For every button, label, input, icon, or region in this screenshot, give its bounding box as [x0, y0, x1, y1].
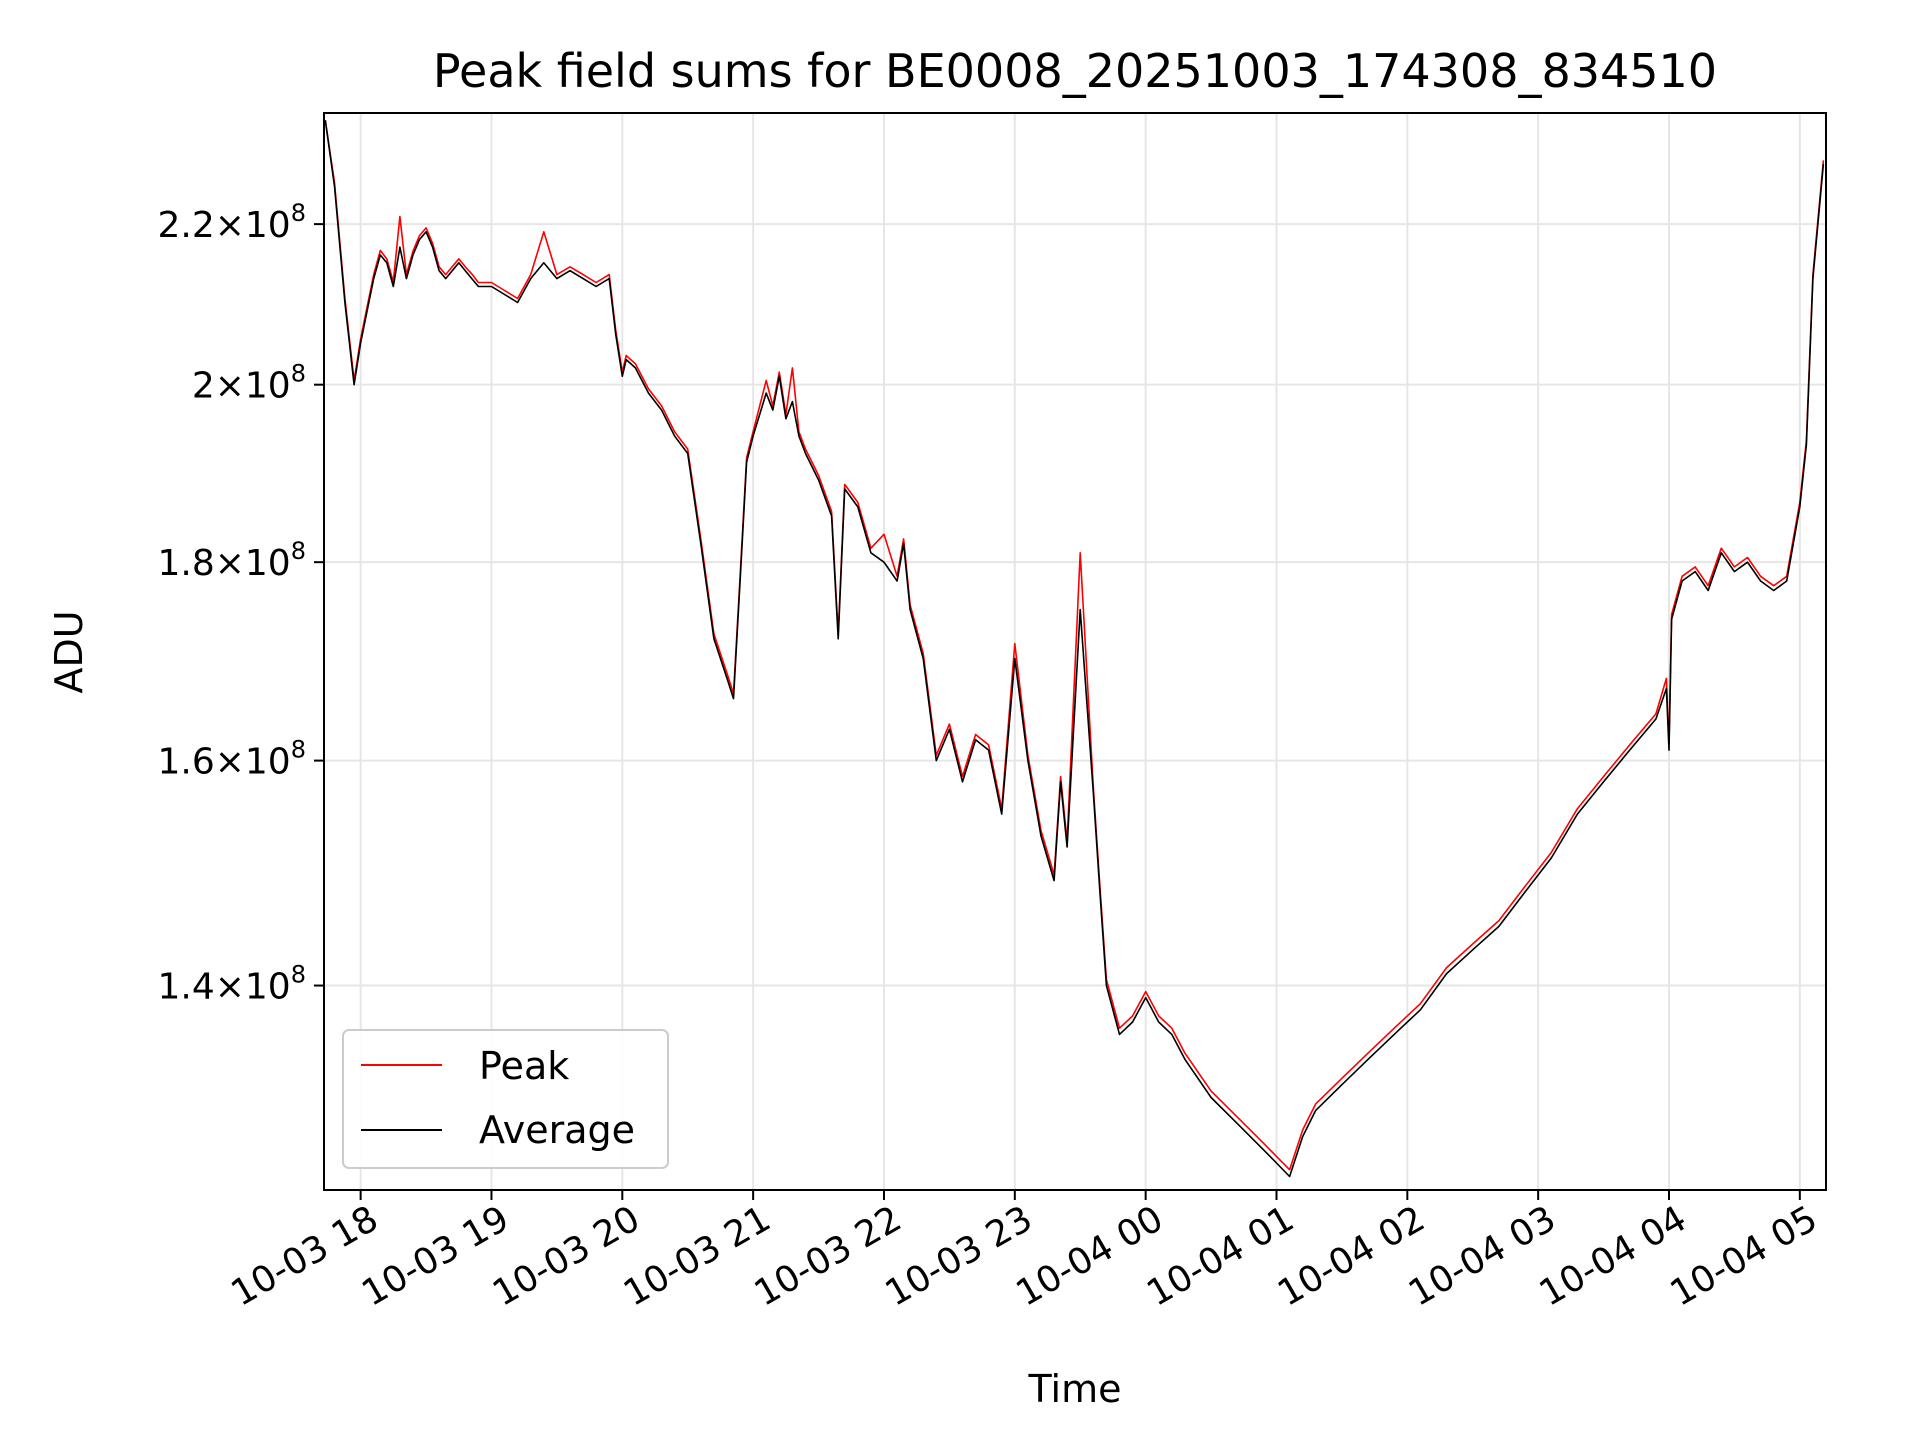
x-tick-label: 10-04 01: [1140, 1198, 1301, 1314]
x-tick-label: 10-04 05: [1664, 1198, 1825, 1314]
x-tick-label: 10-04 03: [1402, 1198, 1563, 1314]
y-axis: 2.2×108 2×108 1.8×108 1.6×108 1.4×108: [157, 199, 324, 1008]
legend-average-label: Average: [479, 1108, 635, 1152]
y-tick-label: 2.2×108: [157, 199, 306, 246]
y-tick-label: 2×108: [192, 360, 306, 407]
y-tick-label: 1.6×108: [157, 736, 306, 783]
average-series-line: [324, 120, 1825, 1178]
plot-frame: [323, 112, 1827, 1191]
x-tick-label: 10-04 00: [1009, 1198, 1170, 1314]
legend: Peak Average: [342, 1029, 669, 1169]
x-tick-label: 10-03 18: [224, 1198, 385, 1314]
x-axis-label: Time: [1028, 1367, 1122, 1411]
y-tick-label: 1.8×108: [157, 537, 306, 584]
y-axis-label: ADU: [47, 610, 91, 693]
grid-lines: [324, 113, 1826, 1190]
x-tick-label: 10-04 02: [1271, 1198, 1432, 1314]
x-tick-label: 10-04 04: [1533, 1198, 1694, 1314]
x-tick-label: 10-03 19: [355, 1198, 516, 1314]
y-tick-label: 1.4×108: [157, 961, 306, 1008]
x-tick-label: 10-03 20: [486, 1198, 647, 1314]
plot-area: [324, 120, 1825, 1178]
x-tick-label: 10-03 22: [748, 1198, 909, 1314]
peak-series-line: [324, 120, 1825, 1171]
x-tick-label: 10-03 23: [879, 1198, 1040, 1314]
x-tick-label: 10-03 21: [617, 1198, 778, 1314]
chart-title: Peak field sums for BE0008_20251003_1743…: [433, 44, 1717, 98]
legend-peak-label: Peak: [479, 1044, 569, 1088]
